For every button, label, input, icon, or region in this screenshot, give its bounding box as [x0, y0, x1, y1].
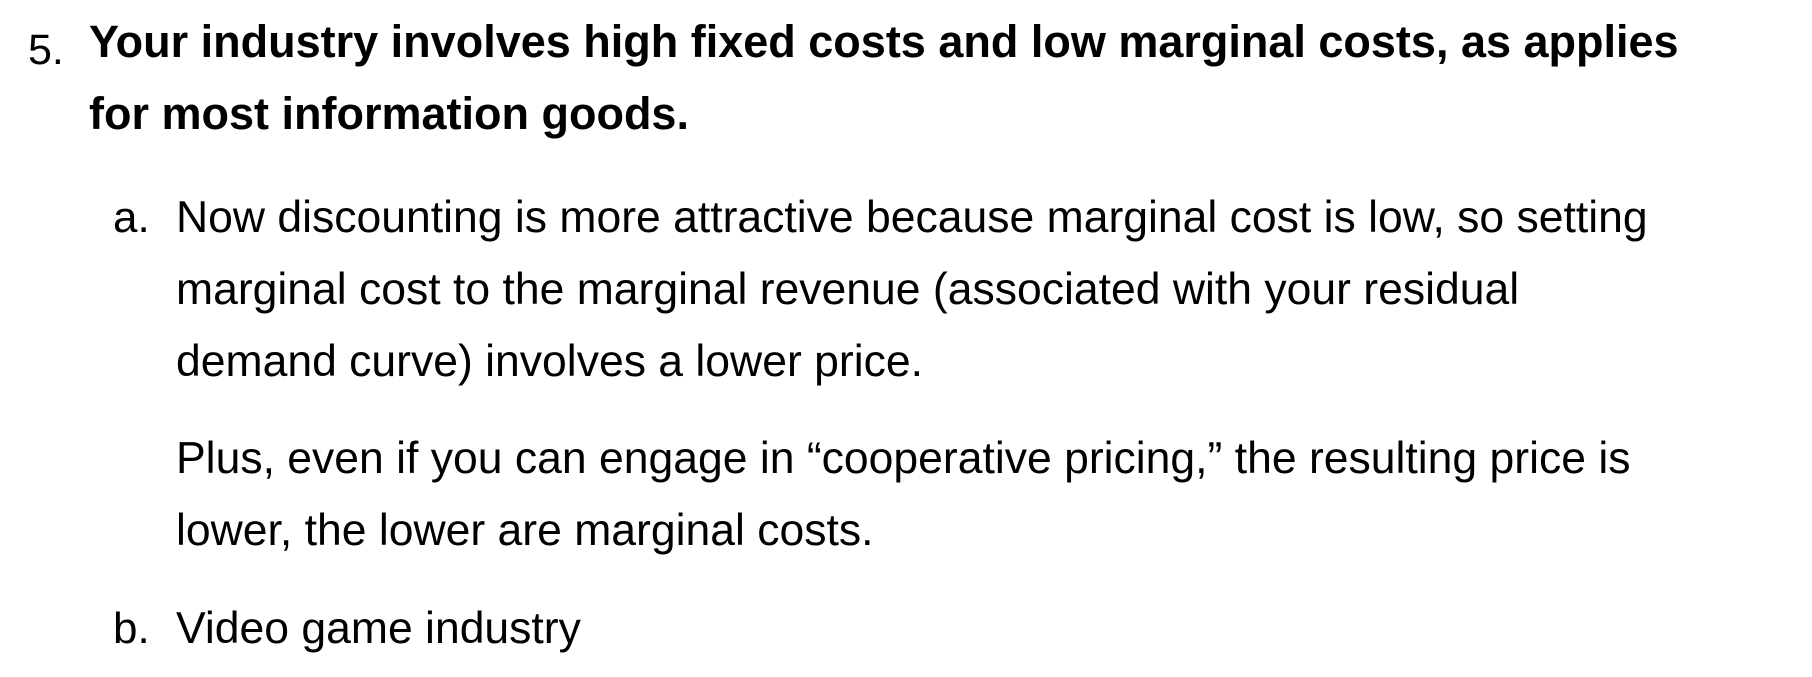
- sub-item-marker: b.: [113, 604, 150, 653]
- sub-item-paragraph: Video game industry: [176, 593, 1806, 665]
- paragraph-line: marginal cost to the marginal revenue (a…: [176, 265, 1520, 314]
- paragraph-line: Video game industry: [176, 604, 581, 653]
- question-number: 5.: [28, 26, 64, 74]
- sub-item-paragraph: Now discounting is more attractive becau…: [176, 182, 1806, 398]
- paragraph-line: Plus, even if you can engage in “coopera…: [176, 434, 1631, 483]
- paragraph-line: lower, the lower are marginal costs.: [176, 506, 874, 555]
- question-line: for most information goods.: [89, 88, 689, 139]
- paragraph-line: Now discounting is more attractive becau…: [176, 193, 1648, 242]
- question-line: Your industry involves high fixed costs …: [89, 16, 1679, 67]
- sub-item-marker: a.: [113, 193, 150, 242]
- question-text: Your industry involves high fixed costs …: [89, 6, 1809, 150]
- paragraph-line: demand curve) involves a lower price.: [176, 337, 923, 386]
- sub-item-paragraph: Plus, even if you can engage in “coopera…: [176, 423, 1806, 567]
